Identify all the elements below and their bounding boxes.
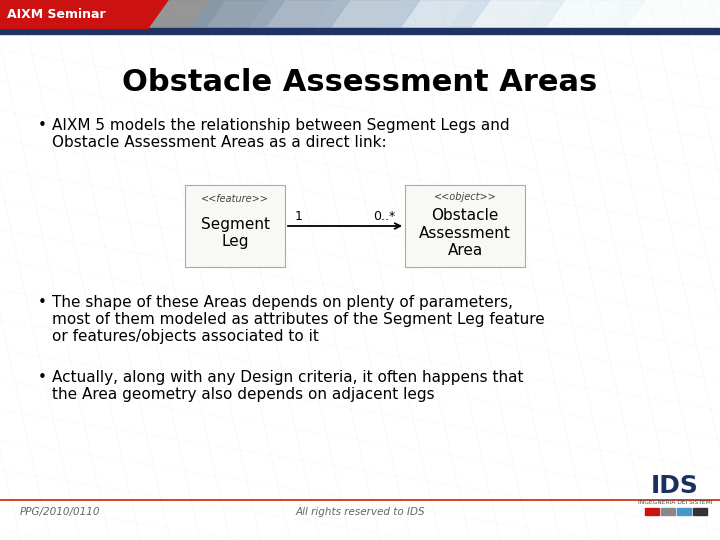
FancyBboxPatch shape — [185, 185, 285, 267]
Bar — [693, 508, 707, 515]
Polygon shape — [605, 0, 720, 28]
Polygon shape — [450, 0, 565, 28]
Text: Obstacle Assessment Areas as a direct link:: Obstacle Assessment Areas as a direct li… — [52, 135, 387, 150]
Text: 1: 1 — [295, 210, 303, 223]
Text: or features/objects associated to it: or features/objects associated to it — [52, 329, 319, 344]
Text: 0..*: 0..* — [373, 210, 395, 223]
Text: INGEGNERIA DEI SISTEMI: INGEGNERIA DEI SISTEMI — [638, 500, 712, 504]
Bar — [0, 28, 720, 34]
FancyBboxPatch shape — [405, 185, 525, 267]
Text: The shape of these Areas depends on plenty of parameters,: The shape of these Areas depends on plen… — [52, 295, 513, 310]
Polygon shape — [130, 0, 225, 28]
Text: •: • — [38, 118, 47, 133]
Text: Obstacle
Assessment
Area: Obstacle Assessment Area — [419, 208, 511, 258]
Polygon shape — [250, 0, 350, 28]
Polygon shape — [380, 0, 490, 28]
Polygon shape — [525, 0, 645, 28]
Bar — [661, 508, 675, 515]
Bar — [645, 508, 659, 515]
Polygon shape — [190, 0, 285, 28]
Text: •: • — [38, 295, 47, 310]
Polygon shape — [148, 0, 168, 28]
Polygon shape — [315, 0, 420, 28]
Bar — [677, 508, 691, 515]
Bar — [0, 0, 148, 28]
Text: most of them modeled as attributes of the Segment Leg feature: most of them modeled as attributes of th… — [52, 312, 545, 327]
Text: IDS: IDS — [651, 474, 699, 498]
Text: <<object>>: <<object>> — [433, 192, 496, 202]
Text: Segment
Leg: Segment Leg — [200, 217, 269, 249]
Text: Actually, along with any Design criteria, it often happens that: Actually, along with any Design criteria… — [52, 370, 523, 385]
Text: <<feature>>: <<feature>> — [201, 194, 269, 204]
Text: •: • — [38, 370, 47, 385]
Text: AIXM 5 models the relationship between Segment Legs and: AIXM 5 models the relationship between S… — [52, 118, 510, 133]
Text: PPG/2010/0110: PPG/2010/0110 — [20, 507, 101, 517]
Text: All rights reserved to IDS: All rights reserved to IDS — [295, 507, 425, 517]
Text: AIXM Seminar: AIXM Seminar — [7, 8, 106, 21]
Text: the Area geometry also depends on adjacent legs: the Area geometry also depends on adjace… — [52, 387, 435, 402]
Text: Obstacle Assessment Areas: Obstacle Assessment Areas — [122, 68, 598, 97]
